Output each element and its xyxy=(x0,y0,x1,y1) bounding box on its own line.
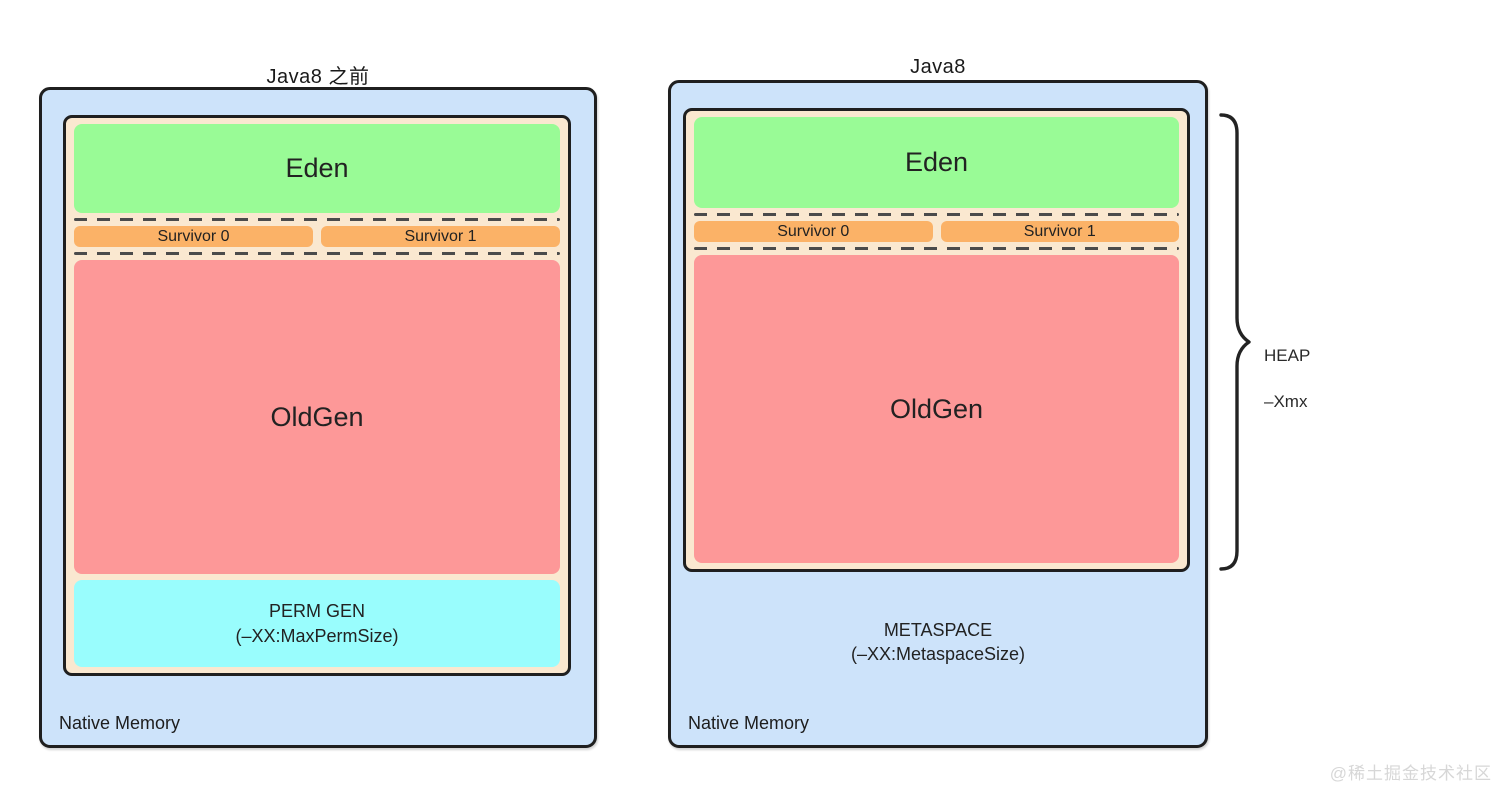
left-diagram-title: Java8 之前 xyxy=(266,66,370,88)
right-metaspace-label: METASPACE xyxy=(883,620,993,640)
left-survivor-row: Survivor 0 Survivor 1 xyxy=(74,226,560,247)
left-permgen-region: PERM GEN (–XX:MaxPermSize) xyxy=(74,580,560,667)
right-native-memory-box: Eden Survivor 0 Survivor 1 OldGen METASP… xyxy=(668,80,1208,748)
right-oldgen-label: OldGen xyxy=(889,393,984,424)
dashed-line xyxy=(694,213,1179,216)
right-eden-label: Eden xyxy=(904,147,969,177)
right-metaspace-flag: (–XX:MetaspaceSize) xyxy=(850,644,1026,664)
left-survivor1-region: Survivor 1 xyxy=(321,226,560,247)
right-survivor-row: Survivor 0 Survivor 1 xyxy=(694,221,1179,242)
left-eden-region: Eden xyxy=(74,124,560,213)
xmx-label-line: –Xmx xyxy=(1264,392,1308,411)
dashed-line xyxy=(74,218,560,221)
dashed-line xyxy=(74,252,560,255)
right-native-memory-label: Native Memory xyxy=(688,713,810,733)
juejin-watermark: @稀土掘金技术社区 xyxy=(1329,764,1492,783)
right-dashed-separator-bottom xyxy=(694,242,1179,255)
left-permgen-flag: (–XX:MaxPermSize) xyxy=(235,625,399,646)
right-survivor0-region: Survivor 0 xyxy=(694,221,933,242)
left-oldgen-region: OldGen xyxy=(74,260,560,574)
heap-label-line: HEAP xyxy=(1264,346,1311,365)
right-survivor1-label: Survivor 1 xyxy=(1023,222,1096,240)
right-metaspace-region: METASPACE (–XX:MetaspaceSize) xyxy=(671,618,1205,666)
left-native-memory-label: Native Memory xyxy=(59,713,181,733)
dashed-line xyxy=(694,247,1179,250)
left-dashed-separator-bottom xyxy=(74,247,560,260)
right-diagram-title: Java8 xyxy=(910,56,966,78)
left-native-memory-box: Eden Survivor 0 Survivor 1 OldGen PERM G… xyxy=(39,87,597,748)
left-survivor0-label: Survivor 0 xyxy=(157,227,230,245)
left-permgen-label: PERM GEN xyxy=(268,600,365,621)
right-dashed-separator-top xyxy=(694,208,1179,221)
left-heap-box: Eden Survivor 0 Survivor 1 OldGen PERM G… xyxy=(63,115,571,676)
left-survivor1-label: Survivor 1 xyxy=(404,227,477,245)
left-dashed-separator-top xyxy=(74,213,560,226)
heap-xmx-label: HEAP –Xmx xyxy=(1264,321,1310,436)
left-survivor0-region: Survivor 0 xyxy=(74,226,313,247)
right-survivor0-label: Survivor 0 xyxy=(777,222,850,240)
left-eden-label: Eden xyxy=(285,153,349,183)
right-survivor1-region: Survivor 1 xyxy=(940,221,1179,242)
right-heap-box: Eden Survivor 0 Survivor 1 OldGen xyxy=(683,108,1190,572)
heap-brace-icon xyxy=(1219,113,1251,571)
right-oldgen-region: OldGen xyxy=(694,255,1179,563)
right-eden-region: Eden xyxy=(694,117,1179,208)
left-oldgen-label: OldGen xyxy=(270,401,364,432)
